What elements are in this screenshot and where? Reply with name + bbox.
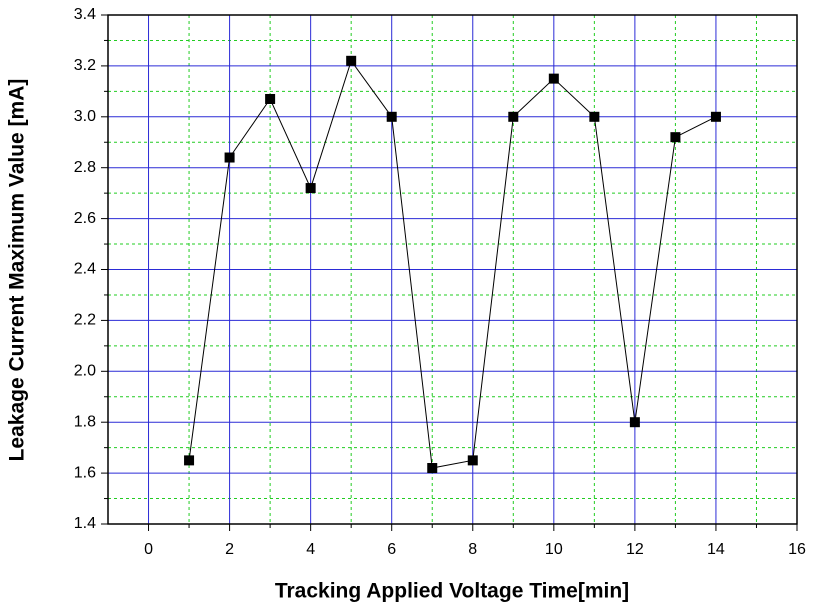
data-point [467,455,478,466]
x-axis-title: Tracking Applied Voltage Time[min] [275,580,629,603]
y-tick-label: 2.4 [74,261,96,278]
data-point [184,455,195,466]
x-tick-label: 4 [306,541,315,558]
data-point [224,152,235,163]
data-point [548,73,559,84]
x-tick-label: 10 [545,541,563,558]
y-tick-label: 3.4 [74,6,96,23]
data-point [589,111,600,122]
data-point [508,111,519,122]
y-tick-label: 2.0 [74,363,96,380]
data-point [427,463,438,474]
x-tick-label: 12 [626,541,644,558]
y-tick-label: 1.6 [74,464,96,481]
data-point [346,55,357,66]
x-tick-label: 0 [144,541,153,558]
y-tick-label: 3.2 [74,57,96,74]
data-point [386,111,397,122]
y-tick-label: 2.6 [74,210,96,227]
y-tick-label: 3.0 [74,108,96,125]
y-tick-label: 1.8 [74,413,96,430]
data-point [710,111,721,122]
data-point [305,183,316,194]
y-axis-title: Leakage Current Maximum Value [mA] [6,79,29,462]
plot-frame [107,14,798,525]
data-line [188,59,717,469]
x-tick-label: 16 [788,541,806,558]
x-tick-label: 14 [707,541,725,558]
x-tick-label: 6 [387,541,396,558]
y-tick-label: 1.4 [74,515,96,532]
data-point [670,132,681,143]
data-point [265,93,276,104]
x-tick-label: 8 [468,541,477,558]
y-tick-label: 2.8 [74,159,96,176]
y-tick-label: 2.2 [74,312,96,329]
data-point [629,417,640,428]
x-tick-label: 2 [225,541,234,558]
